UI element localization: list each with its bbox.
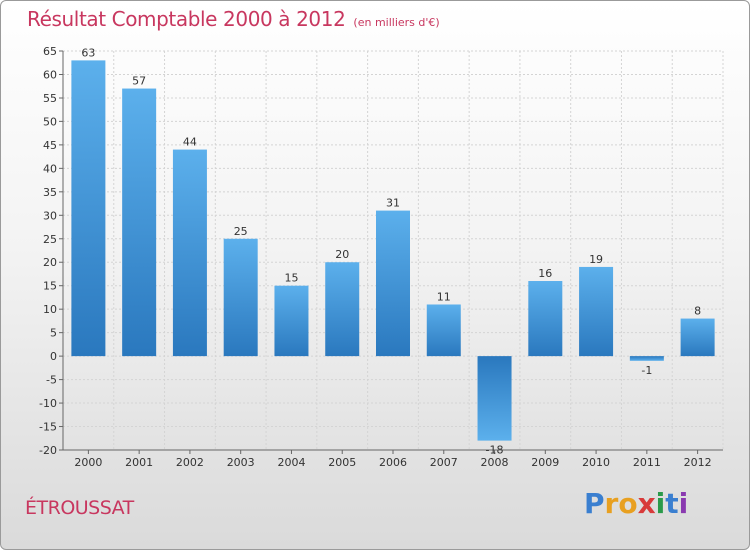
y-tick-label: -5 [46,374,57,387]
x-tick-label: 2012 [684,456,712,469]
logo-letter: i [678,487,689,520]
logo-letter: x [637,487,656,520]
value-label: 19 [589,253,603,266]
y-tick-label: 35 [43,186,57,199]
x-tick-label: 2001 [125,456,153,469]
y-tick-label: -20 [39,444,57,457]
y-tick-label: 5 [50,327,57,340]
x-tick-label: 2002 [176,456,204,469]
value-label: 15 [284,272,298,285]
x-tick-label: 2011 [633,456,661,469]
bar-2001 [122,88,157,357]
y-tick-label: 0 [50,350,57,363]
y-tick-label: 40 [43,162,57,175]
x-tick-label: 2004 [277,456,305,469]
value-label: -18 [486,444,504,457]
value-label: 31 [386,197,400,210]
value-label: 16 [538,267,552,280]
bar-2005 [325,262,360,357]
value-label: 8 [694,305,701,318]
y-tick-label: 25 [43,233,57,246]
y-tick-label: 60 [43,68,57,81]
value-label: 11 [437,290,451,303]
x-tick-label: 2010 [582,456,610,469]
x-tick-label: 2006 [379,456,407,469]
chart-subtitle: (en milliers d'€) [353,16,440,29]
x-tick-label: 2007 [430,456,458,469]
bar-2010 [579,266,614,357]
x-tick-label: 2000 [74,456,102,469]
logo-letter: r [604,487,619,520]
logo-letter: P [584,487,605,520]
bar-2012 [680,318,715,357]
bar-2009 [528,281,563,357]
bar-2008 [477,356,512,441]
y-tick-label: 15 [43,280,57,293]
y-tick-label: -10 [39,397,57,410]
bar-2002 [172,149,207,357]
value-label: 44 [183,136,197,149]
y-tick-label: 55 [43,92,57,105]
x-tick-label: 2009 [531,456,559,469]
bar-2011 [629,356,664,361]
value-label: 20 [335,248,349,261]
y-tick-label: 45 [43,139,57,152]
y-tick-label: 65 [43,45,57,58]
y-tick-label: 10 [43,303,57,316]
bar-2003 [223,238,258,357]
bar-2007 [426,304,461,357]
bar-2006 [376,210,410,357]
value-label: 63 [81,46,95,59]
bar-2000 [71,60,106,357]
chart-title-text: Résultat Comptable 2000 à 2012 [27,7,346,31]
y-tick-label: -15 [39,421,57,434]
commune-name: ÉTROUSSAT [25,497,134,519]
logo-letter: t [665,487,679,520]
logo-letter: i [655,487,666,520]
y-tick-label: 30 [43,209,57,222]
y-tick-label: 50 [43,115,57,128]
value-label: 25 [234,225,248,238]
value-label: 57 [132,75,146,88]
chart-title: Résultat Comptable 2000 à 2012 (en millie… [27,7,440,31]
logo-letter: o [618,487,638,520]
x-tick-label: 2008 [481,456,509,469]
y-tick-label: 20 [43,256,57,269]
bar-2004 [274,285,309,357]
x-tick-label: 2003 [227,456,255,469]
value-label: -1 [641,364,652,377]
x-tick-label: 2005 [328,456,356,469]
